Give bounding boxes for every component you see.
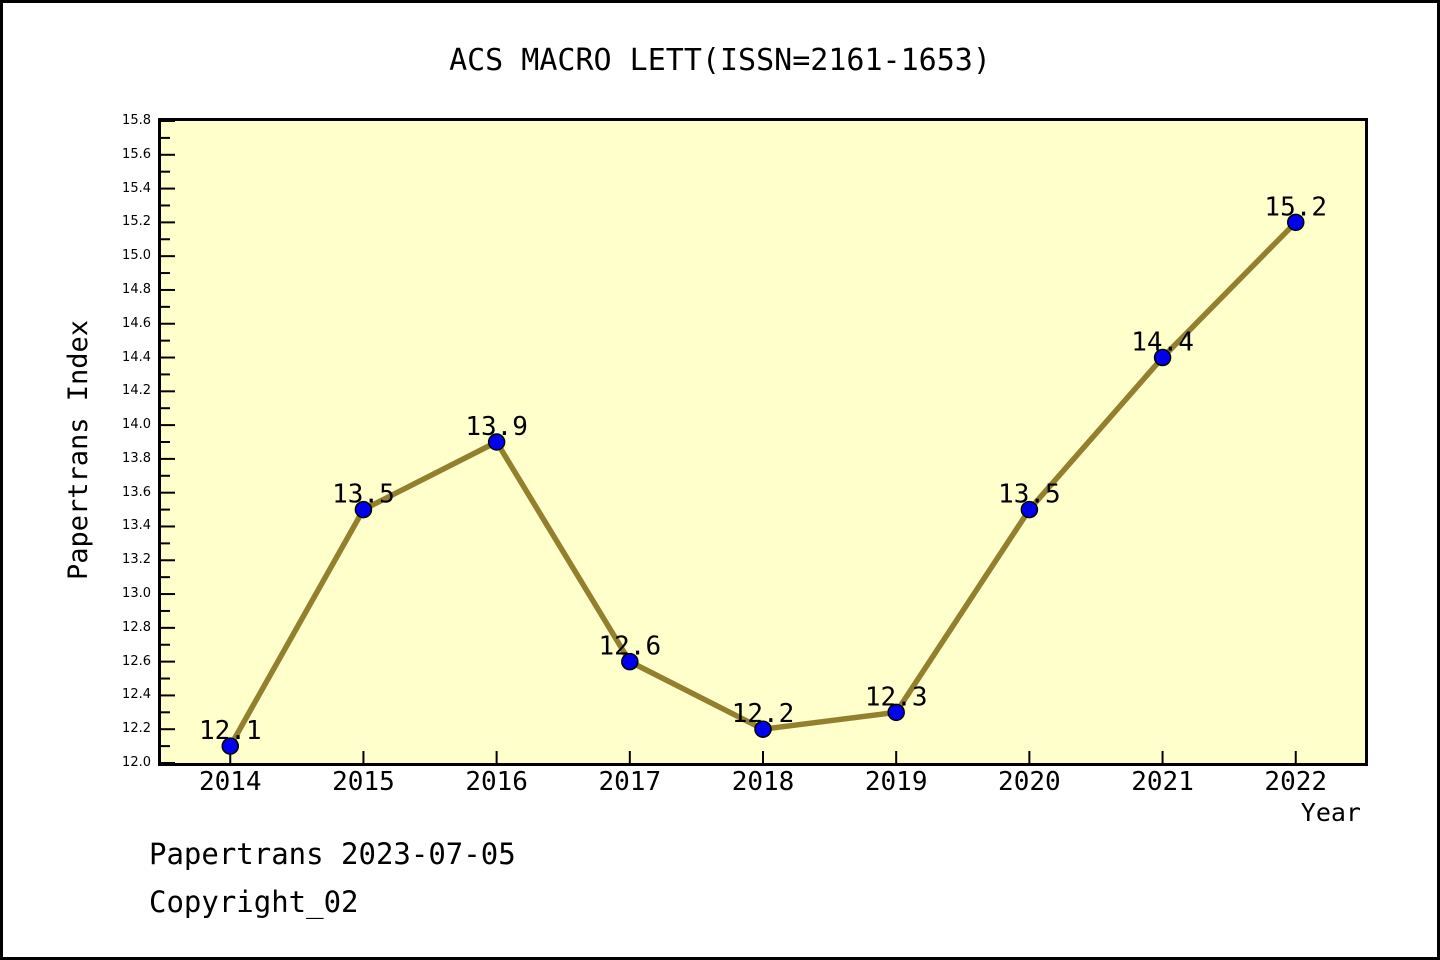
point-marker (1286, 213, 1305, 232)
x-tick-label: 2016 (465, 767, 528, 797)
x-tick-label: 2022 (1264, 767, 1328, 797)
x-tick-label: 2017 (598, 767, 662, 797)
chart-canvas: 12.113.513.912.612.212.313.514.415.2 (161, 121, 1327, 763)
footer-date: Papertrans 2023-07-05 (149, 837, 516, 871)
y-tick-label: 13.8 (122, 450, 151, 466)
point-marker (221, 737, 240, 755)
point-marker (1020, 500, 1039, 519)
point-marker (621, 652, 639, 671)
point-marker (754, 720, 772, 738)
plot-area: 12.1 13.5 13.9 12.6 12.2 12.3 13.5 14.4 15.2 (158, 118, 1368, 766)
y-tick-label: 13.0 (122, 586, 151, 602)
y-tick-label: 13.4 (122, 518, 151, 534)
y-tick-label: 12.2 (122, 721, 151, 737)
x-tick-label: 2015 (332, 767, 395, 797)
point-marker (887, 703, 905, 722)
point-marker (1153, 348, 1172, 367)
chart-title: ACS MACRO LETT(ISSN=2161-1653) (449, 43, 991, 78)
y-tick-label: 15.6 (122, 146, 151, 162)
y-tick-label: 15.8 (122, 113, 151, 128)
y-tick-label: 14.4 (122, 349, 151, 365)
point-marker (354, 500, 373, 519)
y-tick-label: 12.0 (122, 755, 151, 770)
x-axis-label: Year (1300, 798, 1361, 827)
y-tick-label: 15.0 (122, 248, 151, 264)
y-tick-label: 12.8 (122, 619, 151, 635)
y-tick-label: 14.0 (122, 417, 151, 433)
point-marker (487, 433, 506, 451)
y-tick-label: 14.6 (122, 315, 151, 331)
x-tick-label: 2018 (731, 767, 795, 797)
x-tick-label: 2021 (1131, 767, 1194, 797)
y-tick-label: 15.4 (122, 180, 151, 196)
y-tick-label: 14.2 (122, 383, 151, 399)
x-tick-label: 2014 (198, 767, 262, 797)
y-tick-label: 12.6 (122, 653, 151, 669)
footer-copyright: Copyright_02 (149, 885, 359, 919)
y-tick-label: 12.4 (122, 687, 151, 703)
x-tick-label: 2019 (864, 767, 928, 797)
y-tick-label: 14.8 (122, 281, 151, 297)
y-tick-label: 13.2 (122, 552, 151, 568)
x-tick-label: 2020 (998, 767, 1061, 797)
y-tick-label: 15.2 (122, 214, 151, 230)
y-tick-label: 13.6 (122, 484, 151, 500)
